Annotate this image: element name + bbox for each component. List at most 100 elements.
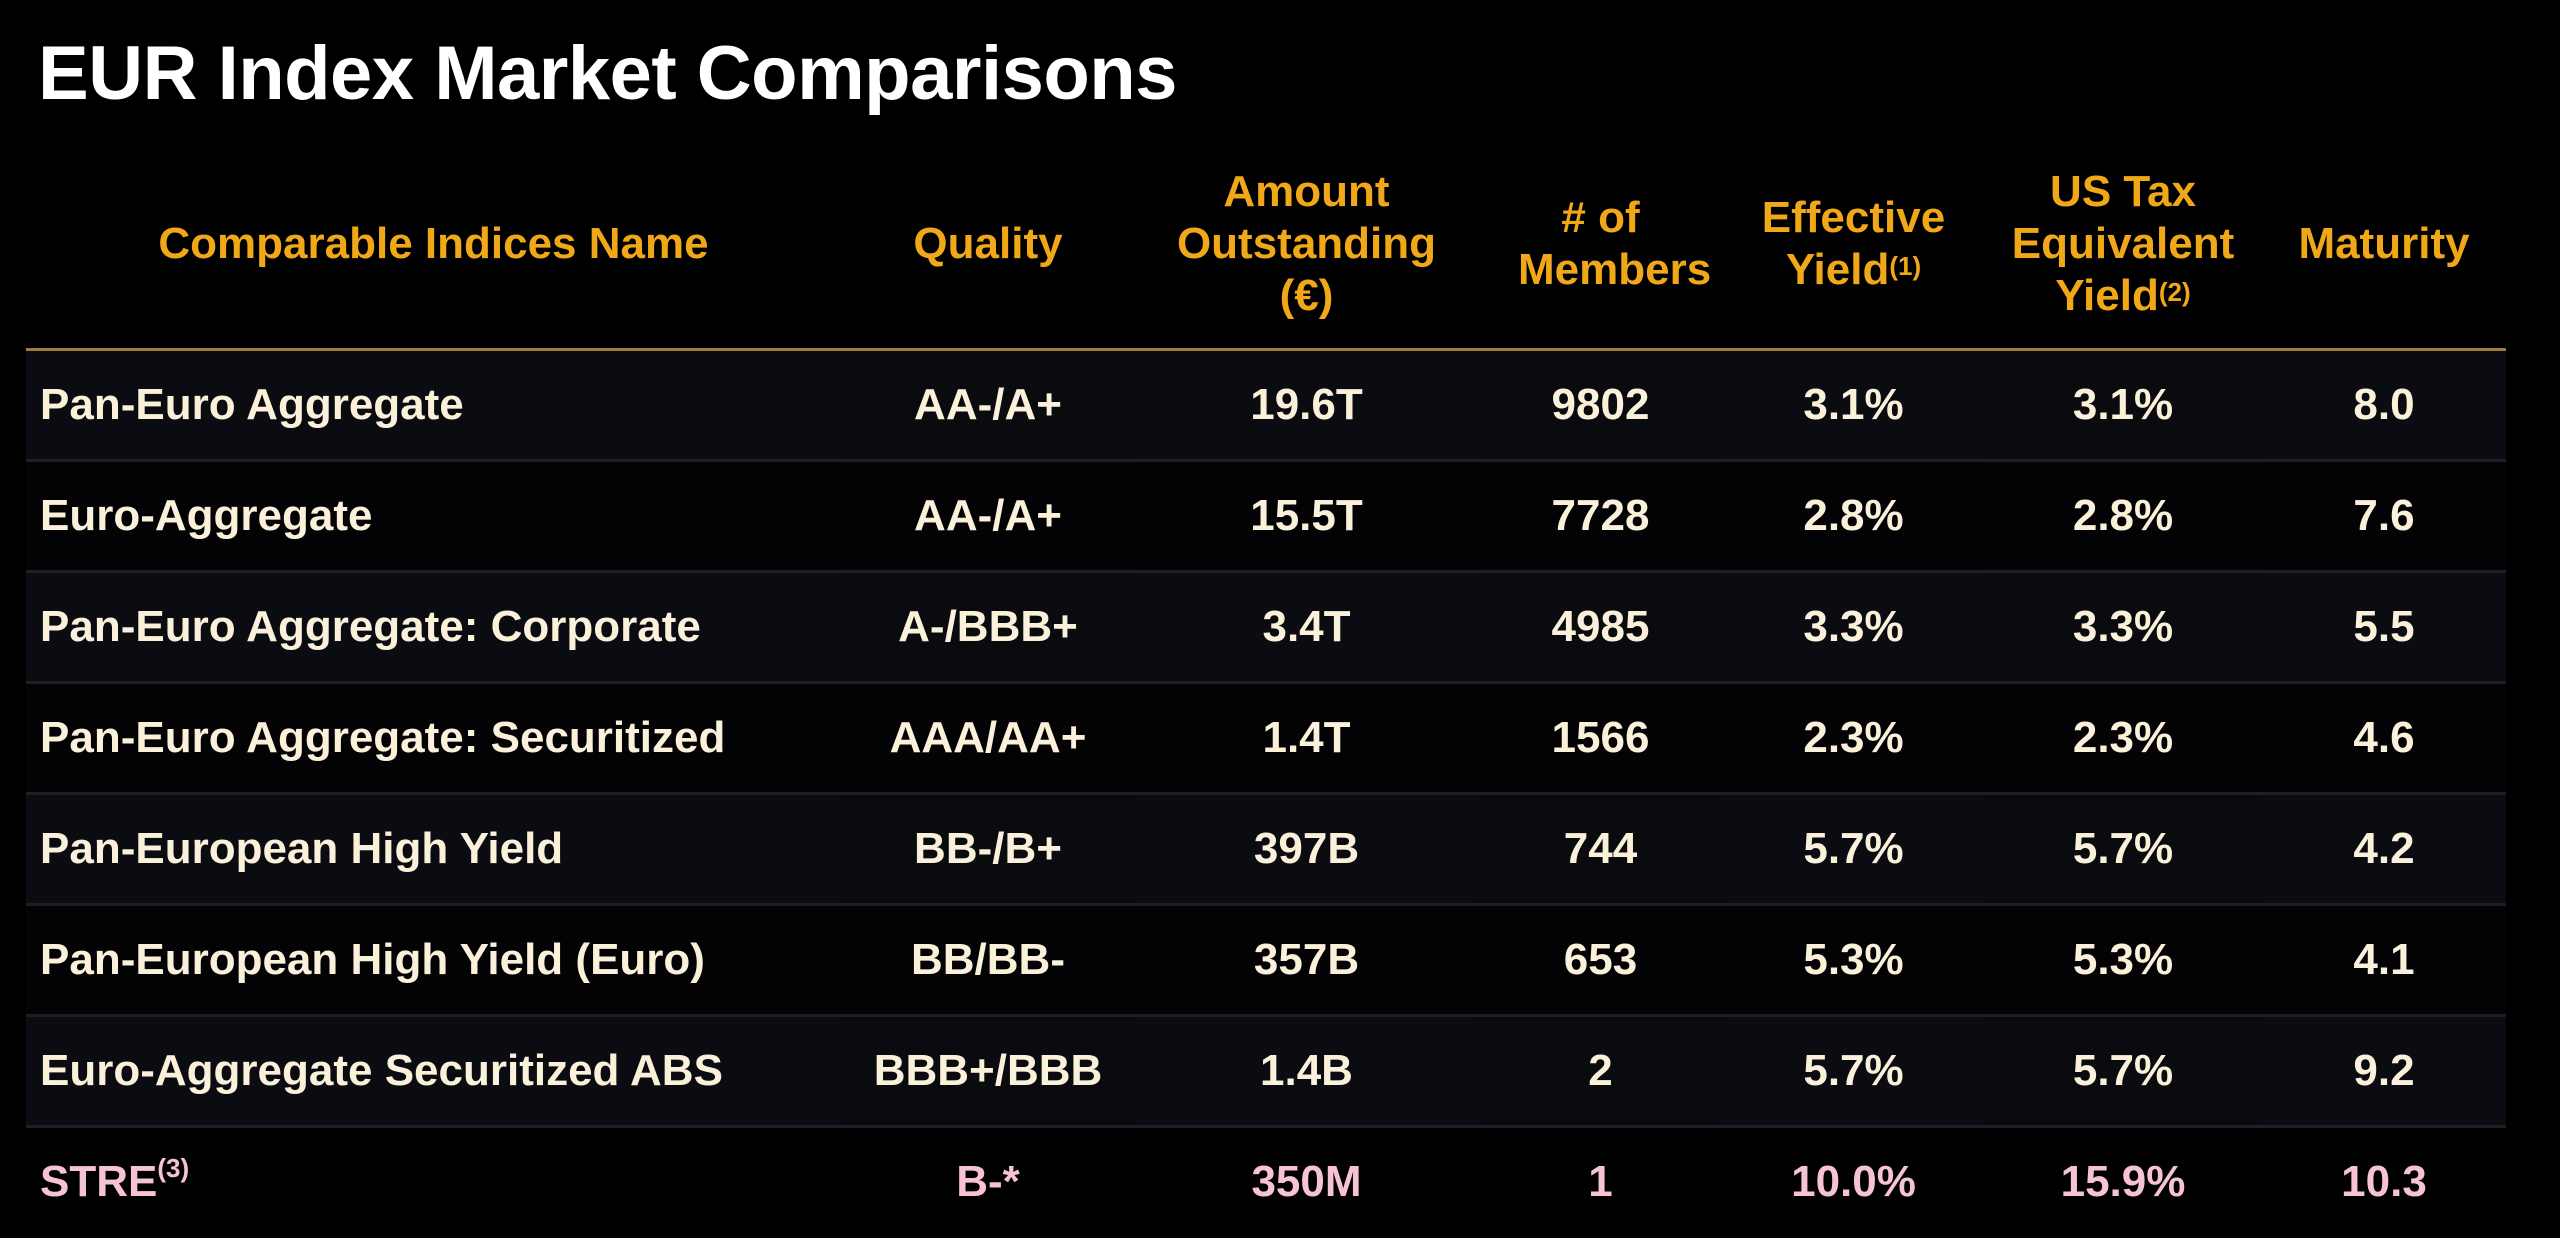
cell-name: Pan-Euro Aggregate: Corporate [26,571,841,684]
cell-name: Pan-Euro Aggregate: Securitized [26,682,841,795]
cell-value: 4.6 [2353,713,2415,762]
cell-value: 4985 [1551,602,1650,651]
cell-value: 2.8% [1803,491,1904,540]
cell-value: 5.7% [1803,824,1904,873]
cell-members: 7728 [1478,460,1723,573]
cell-quality: AA-/A+ [841,349,1135,462]
column-header-amount: Amount Outstanding (€) [1135,140,1478,351]
cell-value: Pan-Euro Aggregate: Corporate [40,602,701,651]
cell-value: BB-/B+ [914,824,1062,873]
cell-name: Euro-Aggregate Securitized ABS [26,1015,841,1128]
cell-value: Pan-European High Yield (Euro) [40,935,705,984]
table-row: Pan-European High Yield BB-/B+ 397B 744 5.7%… [26,793,2506,906]
cell-value: 5.3% [2072,935,2174,984]
cell-amount: 357B [1135,904,1478,1017]
cell-value: STRE [40,1157,158,1206]
cell-name: Pan-European High Yield (Euro) [26,904,841,1017]
cell-name: Pan-Euro Aggregate [26,349,841,462]
cell-value: 5.7% [2072,1046,2174,1095]
column-header-label: Effective Yield [1761,193,1946,294]
cell-value: 357B [1253,935,1360,984]
table-row: Pan-Euro Aggregate: Corporate A-/BBB+ 3.4T… [26,571,2506,684]
cell-value: 3.1% [1803,380,1904,429]
cell-value: Euro-Aggregate Securitized ABS [40,1046,723,1095]
cell-value: 8.0 [2353,380,2415,429]
cell-effective-yield: 2.8% [1723,460,1984,573]
cell-quality: B-* [841,1126,1135,1236]
cell-value: 1.4B [1260,1046,1353,1095]
cell-value: AA-/A+ [914,380,1062,429]
footnote-marker: (3) [157,1153,190,1183]
table-header-row: Comparable Indices Name Quality Amount Out… [26,140,2506,351]
cell-us-tax-yield: 2.3% [1984,682,2262,795]
cell-members: 1566 [1478,682,1723,795]
cell-value: 1.4T [1262,713,1351,762]
cell-amount: 15.5T [1135,460,1478,573]
cell-value: AA-/A+ [914,491,1062,540]
column-header-label: Comparable Indices Name [158,219,709,268]
cell-amount: 397B [1135,793,1478,906]
cell-value: 1566 [1551,713,1650,762]
cell-maturity: 9.2 [2262,1015,2506,1128]
cell-maturity: 8.0 [2262,349,2506,462]
cell-value: 7.6 [2353,491,2415,540]
cell-value: A-/BBB+ [898,602,1078,651]
cell-name: STRE(3) [26,1126,841,1236]
cell-value: Pan-Euro Aggregate: Securitized [40,713,726,762]
column-header-label: Amount Outstanding (€) [1176,167,1437,320]
table-row: Pan-Euro Aggregate AA-/A+ 19.6T 9802 3.1% 3.1… [26,349,2506,462]
cell-effective-yield: 3.3% [1723,571,1984,684]
cell-value: 5.3% [1803,935,1904,984]
cell-value: BB/BB- [911,935,1065,984]
cell-value: Euro-Aggregate [40,491,373,540]
cell-amount: 19.6T [1135,349,1478,462]
cell-value: Pan-European High Yield [40,824,564,873]
cell-value: 397B [1253,824,1360,873]
cell-value: 7728 [1551,491,1650,540]
column-header-effective-yield: Effective Yield(1) [1723,140,1984,351]
cell-members: 4985 [1478,571,1723,684]
cell-quality: A-/BBB+ [841,571,1135,684]
column-header-name: Comparable Indices Name [26,140,841,351]
cell-value: 3.1% [2072,380,2174,429]
cell-quality: BBB+/BBB [841,1015,1135,1128]
cell-value: 15.5T [1250,491,1363,540]
cell-maturity: 5.5 [2262,571,2506,684]
cell-value: 4.2 [2353,824,2415,873]
cell-maturity: 4.2 [2262,793,2506,906]
cell-amount: 3.4T [1135,571,1478,684]
cell-effective-yield: 10.0% [1723,1126,1984,1236]
column-header-us-tax-yield: US Tax Equivalent Yield(2) [1984,140,2262,351]
cell-quality: AA-/A+ [841,460,1135,573]
column-header-label: Maturity [2298,219,2470,268]
column-header-quality: Quality [841,140,1135,351]
cell-value: 9.2 [2353,1046,2415,1095]
cell-value: AAA/AA+ [889,713,1087,762]
cell-members: 2 [1478,1015,1723,1128]
cell-value: 4.1 [2353,935,2415,984]
cell-amount: 1.4B [1135,1015,1478,1128]
cell-value: 744 [1563,824,1638,873]
cell-effective-yield: 5.7% [1723,793,1984,906]
cell-us-tax-yield: 5.3% [1984,904,2262,1017]
column-header-label: Quality [913,219,1063,268]
cell-name: Pan-European High Yield [26,793,841,906]
cell-members: 653 [1478,904,1723,1017]
cell-value: Pan-Euro Aggregate [40,380,464,429]
cell-value: 10.3 [2341,1157,2427,1206]
cell-value: 2.8% [2072,491,2174,540]
cell-value: BBB+/BBB [873,1046,1103,1095]
cell-effective-yield: 5.7% [1723,1015,1984,1128]
cell-value: 350M [1251,1157,1362,1206]
cell-quality: AAA/AA+ [841,682,1135,795]
index-comparison-table: Comparable Indices Name Quality Amount Out… [26,140,2506,1236]
table-row: Pan-Euro Aggregate: Securitized AAA/AA+ 1.… [26,682,2506,795]
column-header-label: US Tax Equivalent Yield [2011,167,2235,320]
column-header-maturity: Maturity [2262,140,2506,351]
cell-value: 2 [1588,1046,1613,1095]
cell-value: 15.9% [2060,1157,2186,1206]
cell-effective-yield: 5.3% [1723,904,1984,1017]
cell-value: 5.7% [1803,1046,1904,1095]
cell-value: 3.4T [1262,602,1351,651]
table-row: Euro-Aggregate AA-/A+ 15.5T 7728 2.8% 2.8% 7.6 [26,460,2506,573]
